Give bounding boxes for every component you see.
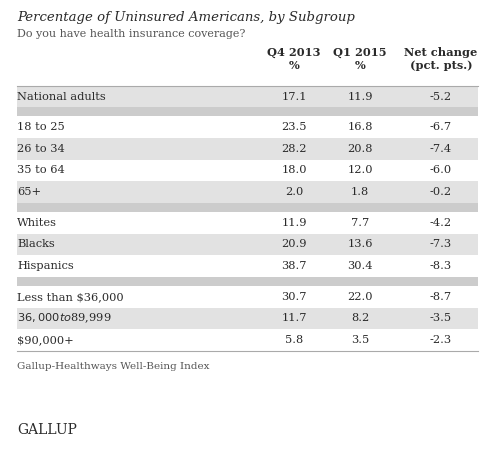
Text: -7.4: -7.4: [430, 144, 452, 154]
Text: -3.5: -3.5: [430, 313, 452, 323]
Text: National adults: National adults: [17, 92, 106, 101]
Text: Q1 2015
%: Q1 2015 %: [333, 47, 387, 71]
Text: 38.7: 38.7: [281, 261, 307, 271]
Text: Less than $36,000: Less than $36,000: [17, 292, 124, 302]
Text: 17.1: 17.1: [281, 92, 307, 101]
Text: Whites: Whites: [17, 218, 57, 228]
Text: -6.0: -6.0: [430, 166, 452, 175]
Text: $36,000 to $89,999: $36,000 to $89,999: [17, 312, 112, 325]
Text: 30.4: 30.4: [347, 261, 373, 271]
Text: -0.2: -0.2: [430, 187, 452, 197]
Text: Blacks: Blacks: [17, 239, 55, 249]
Text: -8.7: -8.7: [430, 292, 452, 302]
Text: 65+: 65+: [17, 187, 41, 197]
Text: 11.9: 11.9: [281, 218, 307, 228]
Text: -7.3: -7.3: [430, 239, 452, 249]
Text: GALLUP: GALLUP: [17, 423, 77, 437]
Text: 16.8: 16.8: [347, 122, 373, 132]
Text: Hispanics: Hispanics: [17, 261, 74, 271]
Text: 8.2: 8.2: [351, 313, 369, 323]
Text: 20.8: 20.8: [347, 144, 373, 154]
Text: 28.2: 28.2: [281, 144, 307, 154]
Text: 1.8: 1.8: [351, 187, 369, 197]
Text: $90,000+: $90,000+: [17, 335, 74, 345]
Text: 35 to 64: 35 to 64: [17, 166, 65, 175]
Text: 18.0: 18.0: [281, 166, 307, 175]
Text: 12.0: 12.0: [347, 166, 373, 175]
Text: 20.9: 20.9: [281, 239, 307, 249]
Text: -5.2: -5.2: [430, 92, 452, 101]
Text: 23.5: 23.5: [281, 122, 307, 132]
Text: Net change
(pct. pts.): Net change (pct. pts.): [404, 47, 478, 71]
Text: 7.7: 7.7: [351, 218, 369, 228]
Text: -2.3: -2.3: [430, 335, 452, 345]
Text: 5.8: 5.8: [285, 335, 303, 345]
Text: 11.7: 11.7: [281, 313, 307, 323]
Text: Q4 2013
%: Q4 2013 %: [267, 47, 321, 71]
Text: -8.3: -8.3: [430, 261, 452, 271]
Text: -6.7: -6.7: [430, 122, 452, 132]
Text: 30.7: 30.7: [281, 292, 307, 302]
Text: Gallup-Healthways Well-Being Index: Gallup-Healthways Well-Being Index: [17, 362, 210, 371]
Text: 18 to 25: 18 to 25: [17, 122, 65, 132]
Text: 3.5: 3.5: [351, 335, 369, 345]
Text: Do you have health insurance coverage?: Do you have health insurance coverage?: [17, 29, 245, 39]
Text: 11.9: 11.9: [347, 92, 373, 101]
Text: 13.6: 13.6: [347, 239, 373, 249]
Text: Percentage of Uninsured Americans, by Subgroup: Percentage of Uninsured Americans, by Su…: [17, 11, 355, 24]
Text: 2.0: 2.0: [285, 187, 303, 197]
Text: -4.2: -4.2: [430, 218, 452, 228]
Text: 22.0: 22.0: [347, 292, 373, 302]
Text: 26 to 34: 26 to 34: [17, 144, 65, 154]
